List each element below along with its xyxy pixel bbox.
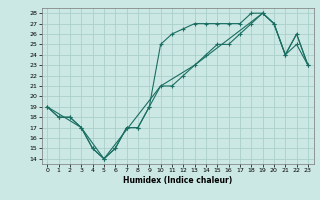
X-axis label: Humidex (Indice chaleur): Humidex (Indice chaleur) [123, 176, 232, 185]
